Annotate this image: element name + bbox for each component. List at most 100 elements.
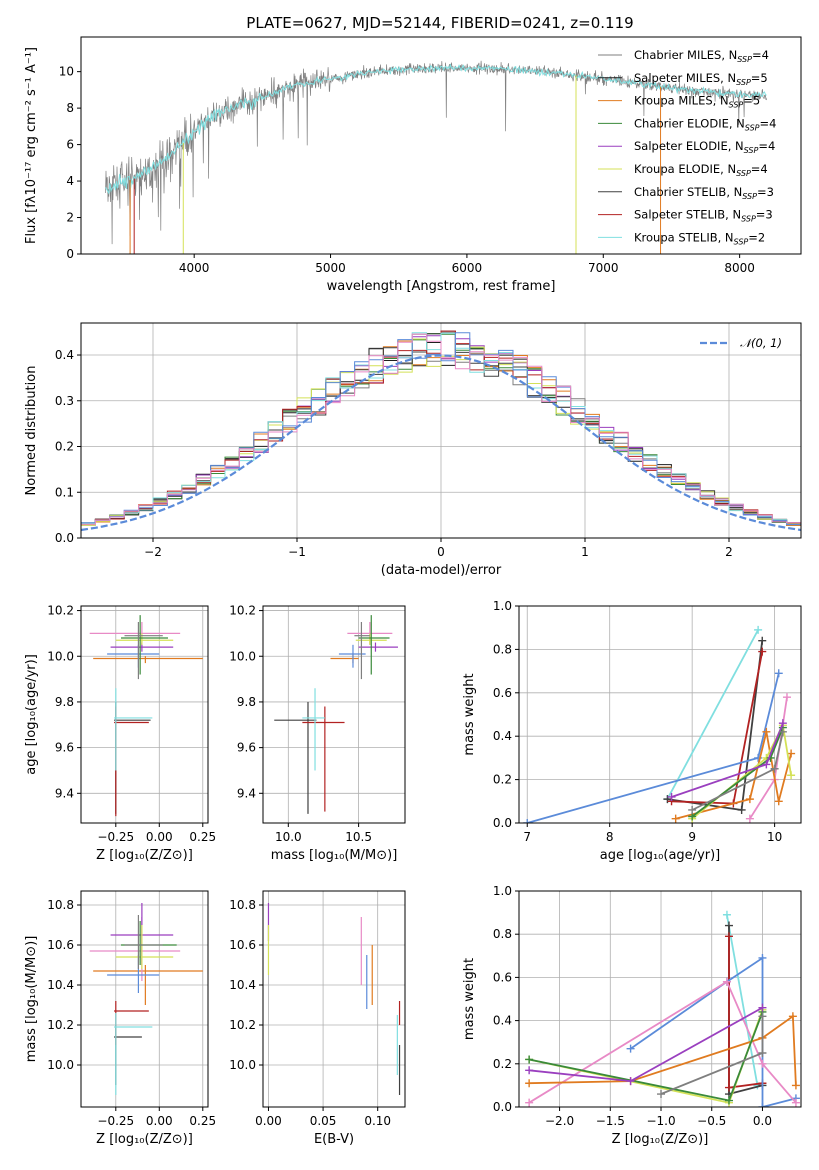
legend-entry: Kroupa STELIB, NSSP=2	[634, 230, 765, 246]
x-tick-label: −2.0	[545, 1114, 574, 1128]
x-axis-label: Z [log₁₀(Z/Z⊙)]	[96, 848, 193, 863]
x-tick-label: 1	[581, 545, 589, 559]
x-tick-label: −2	[144, 545, 162, 559]
x-tick-label: 0.25	[189, 830, 216, 844]
weight-point-marker	[791, 1098, 800, 1107]
panel-mass-weight-vs-Z: −2.0 −1.5 −1.0 −0.5 0.0 0.0 0.2 0.4 0.6 0.8 1.0 Z […	[462, 884, 802, 1147]
weight-point-marker	[722, 910, 731, 919]
weight-point-marker	[774, 797, 783, 806]
plot-area	[81, 330, 801, 532]
weight-point-marker	[525, 1098, 534, 1107]
weight-point-marker	[762, 727, 771, 736]
weight-point-marker	[745, 814, 754, 823]
weight-point-marker	[657, 1090, 666, 1099]
weight-point-marker	[787, 771, 796, 780]
y-tick-label: 10.2	[229, 604, 256, 618]
x-tick-label: 0.25	[189, 1114, 216, 1128]
normal-reference	[81, 354, 801, 532]
y-tick-label: 10.6	[47, 938, 74, 952]
weight-series-line	[528, 980, 797, 1104]
legend: Chabrier MILES, NSSP=4 Salpeter MILES, NS…	[598, 48, 776, 246]
y-tick-label: 10	[59, 65, 74, 79]
legend-entry: 𝒩(0, 1)	[740, 336, 782, 350]
legend-entry: Chabrier MILES, NSSP=4	[634, 48, 769, 64]
y-tick-label: 9.6	[237, 741, 256, 755]
weight-point-marker	[671, 814, 680, 823]
legend-entry: Kroupa MILES, NSSP=5	[634, 94, 760, 110]
weight-point-marker	[724, 921, 733, 930]
y-tick-label: 0.8	[493, 642, 512, 656]
weight-point-marker	[722, 977, 731, 986]
figure-title: PLATE=0627, MJD=52144, FIBERID=0241, z=0…	[246, 14, 633, 32]
y-tick-label: 0.4	[493, 729, 512, 743]
weight-point-marker	[667, 792, 676, 801]
spectrum-model	[105, 63, 767, 195]
x-tick-label: 9	[688, 830, 696, 844]
x-axis-label: (data-model)/error	[381, 563, 502, 578]
weight-point-marker	[778, 727, 787, 736]
weight-point-marker	[758, 1103, 767, 1107]
y-tick-label: 2	[66, 211, 74, 225]
axes-frame	[262, 605, 406, 824]
axes-frame	[80, 890, 209, 1108]
axes-frame	[518, 890, 802, 1108]
y-tick-label: 10.4	[47, 978, 74, 992]
axes-frame	[262, 890, 406, 1108]
x-tick-label: 10.5	[345, 830, 372, 844]
plot-area	[89, 615, 203, 817]
x-tick-label: 7000	[588, 261, 619, 275]
axes-frame	[80, 36, 802, 255]
y-tick-label: 10.2	[229, 1018, 256, 1032]
y-tick-label: 0.6	[493, 686, 512, 700]
weight-point-marker	[745, 795, 754, 804]
y-tick-label: 10.8	[47, 898, 74, 912]
weight-point-marker	[758, 1003, 767, 1012]
weight-point-marker	[688, 805, 697, 814]
x-tick-label: 10	[767, 830, 782, 844]
plot-area	[105, 60, 767, 254]
weight-point-marker	[762, 760, 771, 769]
plot-area	[525, 910, 800, 1107]
y-axis-label: mass weight	[462, 673, 477, 755]
x-tick-label: 0	[437, 545, 445, 559]
plot-area	[89, 903, 203, 1095]
x-tick-label: 0.05	[310, 1114, 337, 1128]
weight-point-marker	[626, 1077, 635, 1086]
x-tick-label: 6000	[452, 261, 483, 275]
panel-age-vs-mass: 10.0 10.5 9.4 9.6 9.8 10.0 10.2 mass [log₁₀(M/M…	[229, 604, 406, 863]
weight-point-marker	[774, 669, 783, 678]
x-tick-label: −1.0	[646, 1114, 675, 1128]
x-tick-label: 8000	[724, 261, 755, 275]
y-tick-label: 10.0	[229, 1058, 256, 1072]
y-tick-label: 6	[66, 138, 74, 152]
y-tick-label: 10.4	[229, 978, 256, 992]
y-tick-label: 4	[66, 174, 74, 188]
y-tick-label: 1.0	[493, 884, 512, 898]
x-tick-label: 10.0	[275, 830, 302, 844]
weight-point-marker	[758, 647, 767, 656]
weight-series-line	[666, 629, 759, 800]
weight-point-marker	[626, 1044, 635, 1053]
plot-area	[274, 615, 398, 814]
y-tick-label: 9.6	[55, 741, 74, 755]
panel-mass-weight-vs-age: 7 8 9 10 0.0 0.2 0.4 0.6 0.8 1.0 age [log₁₀(age/yr…	[462, 599, 802, 863]
plot-area	[523, 625, 796, 823]
y-axis-label: age [log₁₀(age/yr)]	[24, 654, 39, 775]
y-tick-label: 10.2	[47, 1018, 74, 1032]
y-tick-label: 10.6	[229, 938, 256, 952]
y-tick-label: 0.0	[493, 1100, 512, 1114]
x-tick-label: −0.25	[97, 830, 134, 844]
x-tick-label: −1	[288, 545, 306, 559]
x-axis-label: Z [log₁₀(Z/Z⊙)]	[612, 1132, 709, 1147]
y-tick-label: 9.8	[237, 695, 256, 709]
x-tick-label: −0.5	[697, 1114, 726, 1128]
y-tick-label: 10.0	[229, 649, 256, 663]
weight-point-marker	[724, 1096, 733, 1105]
weight-point-marker	[525, 1066, 534, 1075]
y-tick-label: 0.8	[493, 927, 512, 941]
x-axis-label: E(B-V)	[314, 1132, 354, 1147]
x-axis-label: age [log₁₀(age/yr)]	[600, 848, 721, 863]
y-tick-label: 0.0	[493, 816, 512, 830]
weight-point-marker	[724, 932, 733, 941]
axes-frame	[80, 605, 209, 824]
